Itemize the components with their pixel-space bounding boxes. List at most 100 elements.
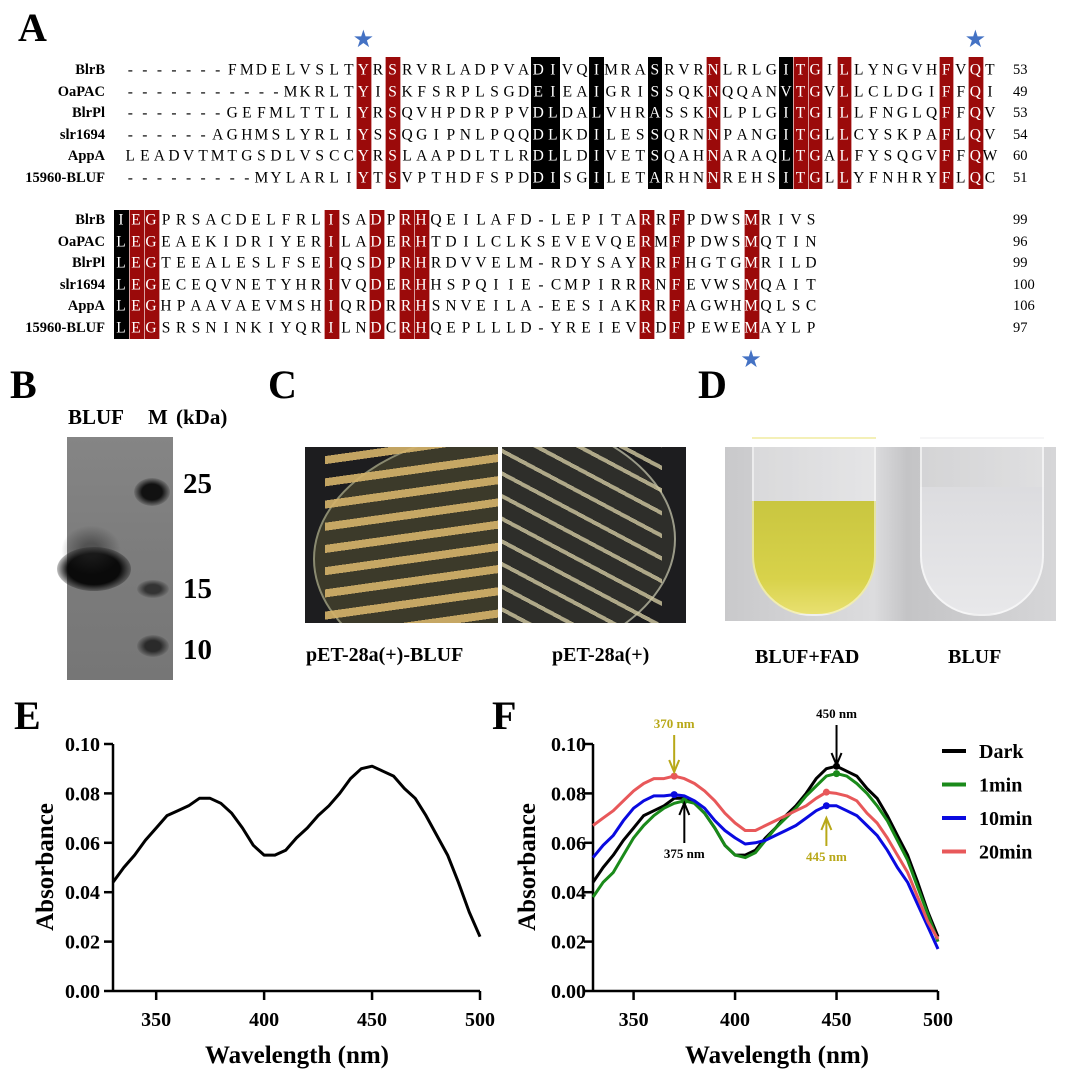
tube-bluf xyxy=(920,437,1044,616)
residue: L xyxy=(548,104,558,122)
residue: G xyxy=(809,82,821,100)
sequence-name: BlrB xyxy=(75,211,105,228)
residue: R xyxy=(565,319,577,337)
residue: F xyxy=(671,211,681,229)
marker-size-15: 15 xyxy=(183,573,212,605)
residue: K xyxy=(896,126,909,144)
residue: D xyxy=(700,211,712,229)
residue: - xyxy=(142,104,148,122)
residue: T xyxy=(161,254,171,272)
residue: I xyxy=(328,232,334,250)
residue: L xyxy=(475,82,485,100)
residue: L xyxy=(551,211,561,229)
residue: S xyxy=(665,104,674,122)
residue: I xyxy=(328,276,334,294)
sequence-end-position: 99 xyxy=(1013,254,1028,271)
residue: E xyxy=(161,232,171,250)
residue: I xyxy=(593,61,600,79)
residue: G xyxy=(145,211,157,229)
residue: V xyxy=(678,61,690,79)
residue: K xyxy=(520,232,532,250)
residue: D xyxy=(270,147,282,165)
conserved-column-highlight xyxy=(638,210,655,339)
residue: H xyxy=(160,297,172,315)
residue: L xyxy=(506,232,516,250)
residue: A xyxy=(751,82,763,100)
residue: Q xyxy=(760,232,772,250)
residue: F xyxy=(941,104,951,122)
residue: E xyxy=(131,319,141,337)
residue: S xyxy=(650,126,660,144)
conserved-column-highlight xyxy=(413,210,430,339)
residue: L xyxy=(854,61,864,79)
residue: S xyxy=(490,82,499,100)
residue: I xyxy=(550,61,556,79)
residue: N xyxy=(707,169,719,187)
residue: S xyxy=(883,147,893,165)
residue: I xyxy=(463,211,469,229)
residue: R xyxy=(372,147,384,165)
residue: L xyxy=(285,169,296,187)
residue: D xyxy=(565,254,577,272)
residue: G xyxy=(700,297,712,315)
plate-photo-control xyxy=(502,447,686,623)
residue: I xyxy=(550,169,556,187)
residue: D xyxy=(655,319,667,337)
residue: - xyxy=(215,82,221,100)
residue: L xyxy=(591,104,602,122)
residue: L xyxy=(606,126,616,144)
residue: M xyxy=(744,254,758,272)
residue: Q xyxy=(678,82,690,100)
residue: - xyxy=(258,82,264,100)
residue: E xyxy=(551,297,561,315)
residue: T xyxy=(431,169,441,187)
sequence-name: slr1694 xyxy=(59,126,105,143)
residue: Q xyxy=(340,297,352,315)
residue: H xyxy=(620,104,632,122)
residue: W xyxy=(982,147,998,165)
residue: - xyxy=(215,61,221,79)
panel-label-a: A xyxy=(18,5,47,50)
arrowhead-icon xyxy=(830,752,843,768)
residue: H xyxy=(896,169,909,187)
residue: C xyxy=(984,169,996,187)
residue: I xyxy=(433,126,439,144)
residue: A xyxy=(235,297,247,315)
residue: D xyxy=(520,319,532,337)
residue: T xyxy=(795,126,806,144)
residue: E xyxy=(386,232,396,250)
conserved-column-highlight xyxy=(323,210,340,339)
residue: Q xyxy=(610,232,622,250)
residue: I xyxy=(493,297,499,315)
residue: D xyxy=(445,232,457,250)
residue: G xyxy=(241,147,253,165)
residue: G xyxy=(911,147,923,165)
residue: S xyxy=(161,319,171,337)
residue: C xyxy=(329,147,340,165)
residue: S xyxy=(581,297,591,315)
residue: E xyxy=(236,254,246,272)
residue: R xyxy=(400,319,412,337)
residue: I xyxy=(550,82,556,100)
residue: L xyxy=(752,104,762,122)
residue: Y xyxy=(775,319,787,337)
residue: S xyxy=(388,147,397,165)
residue: L xyxy=(548,147,558,165)
legend-label: 1min xyxy=(979,775,1022,797)
series-marker xyxy=(670,772,678,780)
residue: M xyxy=(564,276,578,294)
residue: L xyxy=(824,126,835,144)
residue: E xyxy=(131,297,141,315)
residue: V xyxy=(416,104,428,122)
residue: R xyxy=(760,211,772,229)
residue: I xyxy=(783,104,789,122)
residue: - xyxy=(200,104,206,122)
residue: - xyxy=(215,104,221,122)
residue: E xyxy=(191,276,201,294)
residue: I xyxy=(793,276,799,294)
residue: V xyxy=(565,232,577,250)
residue: V xyxy=(299,61,311,79)
residue: E xyxy=(191,254,201,272)
plate-caption-control: pET-28a(+) xyxy=(552,644,650,666)
residue: M xyxy=(269,104,283,122)
